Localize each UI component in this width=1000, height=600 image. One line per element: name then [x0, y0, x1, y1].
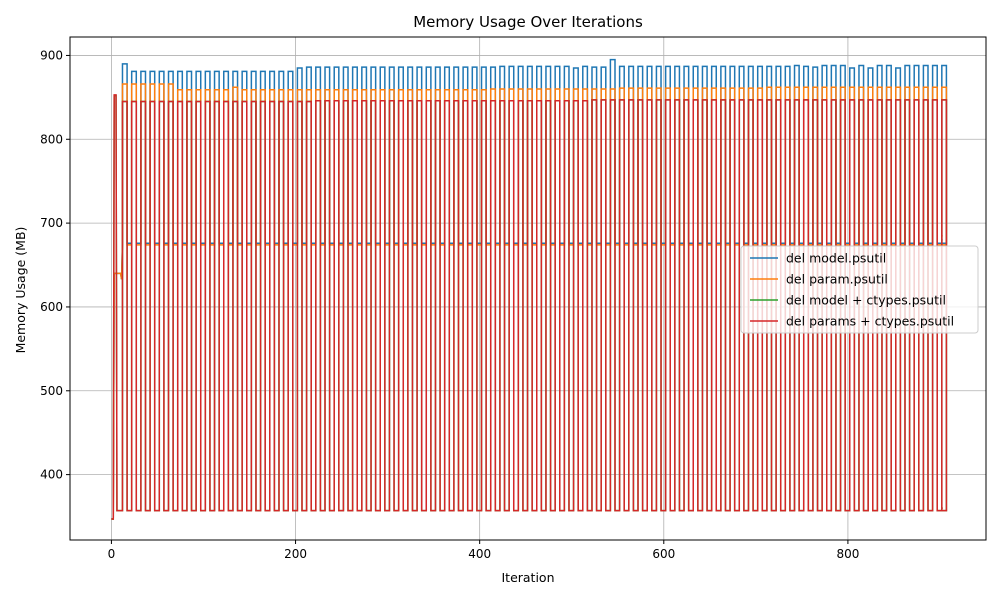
- y-axis: 400 500 600 700 800 900: [40, 48, 70, 482]
- series-layer: [111, 58, 948, 520]
- legend: del model.psutil del param.psutil del mode…: [740, 245, 979, 334]
- x-tick-label: 200: [284, 547, 307, 561]
- series-line-4: [111, 94, 948, 520]
- y-tick-label: 900: [40, 48, 63, 62]
- legend-label: del model.psutil: [786, 251, 886, 266]
- y-tick-label: 800: [40, 132, 63, 146]
- legend-label: del params + ctypes.psutil: [786, 314, 954, 329]
- x-tick-label: 800: [836, 547, 859, 561]
- x-tick-label: 400: [468, 547, 491, 561]
- legend-label: del model + ctypes.psutil: [786, 293, 946, 308]
- legend-box: [740, 245, 979, 334]
- x-axis-label: Iteration: [501, 570, 554, 585]
- legend-label: del param.psutil: [786, 272, 888, 287]
- y-tick-label: 600: [40, 300, 63, 314]
- y-tick-label: 700: [40, 216, 63, 230]
- x-axis: 0 200 400 600 800: [108, 540, 859, 561]
- axes-frame: [69, 36, 987, 541]
- chart-title: Memory Usage Over Iterations: [413, 13, 643, 31]
- y-tick-label: 400: [40, 468, 63, 482]
- x-tick-label: 600: [652, 547, 675, 561]
- y-tick-label: 500: [40, 384, 63, 398]
- x-tick-label: 0: [108, 547, 116, 561]
- y-axis-label: Memory Usage (MB): [13, 227, 28, 354]
